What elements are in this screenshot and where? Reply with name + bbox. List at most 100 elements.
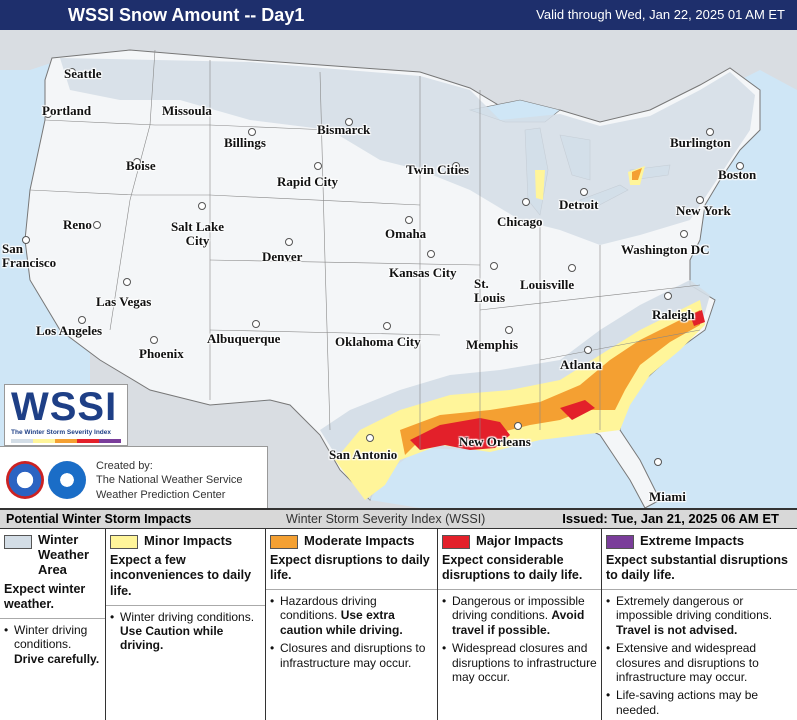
noaa-emblem-icon [48,461,86,499]
city-label-washington-dc: Washington DC [621,242,710,257]
extreme-bullets: Extremely dangerous or impossible drivin… [606,594,793,717]
legend-col-winter: Winter Weather Area Expect winter weathe… [0,529,106,720]
extreme-name: Extreme Impacts [640,533,745,548]
city-dot-salt-lake-city [198,202,206,210]
city-label-atlanta: Atlanta [560,357,602,372]
minor-expect: Expect a few inconveniences to daily lif… [110,552,252,599]
winter-expect: Expect winter weather. [4,581,86,612]
city-label-oklahoma-city: Oklahoma City [335,334,421,349]
city-label-kansas-city: Kansas City [389,265,457,280]
minor-bullets: Winter driving conditions. Use Caution w… [110,610,261,653]
credit-line-2: The National Weather Service [96,474,243,487]
city-dot-atlanta [584,346,592,354]
legend-col-minor: Minor Impacts Expect a few inconvenience… [106,529,266,720]
city-label-boise: Boise [126,158,156,173]
nws-emblem-icon [6,461,44,499]
valid-time: Valid through Wed, Jan 22, 2025 01 AM ET [536,7,785,22]
city-label-bismarck: Bismarck [317,122,371,137]
extreme-expect: Expect substantial disruptions to daily … [606,552,788,583]
city-label-omaha: Omaha [385,226,427,241]
major-expect: Expect considerable disruptions to daily… [442,552,583,583]
city-dot-oklahoma-city [383,322,391,330]
city-dot-twin-cities [452,162,460,170]
city-dot-memphis [505,326,513,334]
legend-col-moderate: Moderate Impacts Expect disruptions to d… [266,529,438,720]
winter-area-north [60,58,755,245]
city-label-twin-cities: Twin Cities [406,162,469,177]
city-dot-billings [248,128,256,136]
major-bullets: Dangerous or impossible driving conditio… [442,594,597,684]
map-area[interactable]: Seattle Portland Missoula Bismarck Billi… [0,30,797,508]
city-label-seattle: Seattle [64,66,102,81]
city-dot-denver [285,238,293,246]
city-label-las-vegas: Las Vegas [96,294,152,309]
city-dot-kansas-city [427,250,435,258]
city-dot-chicago [522,198,530,206]
city-dot-albuquerque [252,320,260,328]
city-label-san-antonio: San Antonio [329,447,398,462]
legend-col-major: Major Impacts Expect considerable disrup… [438,529,602,720]
moderate-impacts-area [400,310,700,455]
city-label-memphis: Memphis [466,337,518,352]
credit-line-3: Weather Prediction Center [96,488,226,501]
city-label-salt-lake-city: Salt Lake City [170,219,225,248]
city-dot-boston [736,162,744,170]
city-label-billings: Billings [224,135,266,150]
city-dot-st-louis [490,262,498,270]
major-impacts-nc [690,310,705,326]
city-dot-louisville [568,264,576,272]
city-label-albuquerque: Albuquerque [207,331,281,346]
city-dot-phoenix [150,336,158,344]
city-label-detroit: Detroit [559,197,599,212]
city-label-reno: Reno [63,217,92,232]
city-label-missoula: Missoula [162,103,212,118]
city-dot-new-york [696,196,704,204]
swatch-minor [110,534,138,549]
major-impacts-ga [560,400,595,420]
city-dot-seattle [68,68,76,76]
city-label-san-francisco: San Francisco [2,241,57,270]
winter-bullets: Winter driving conditions. Drive careful… [4,623,101,666]
city-dot-miami [654,458,662,466]
city-label-new-orleans: New Orleans [459,434,531,449]
city-label-phoenix: Phoenix [139,346,184,361]
swatch-major [442,534,470,549]
minor-name: Minor Impacts [144,533,233,548]
minor-impacts-area [335,300,705,500]
winter-name: Winter Weather Area [38,532,90,577]
city-label-rapid-city: Rapid City [277,174,339,189]
swatch-winter [4,535,32,549]
wssi-logo: WSSI The Winter Storm Severity Index [4,384,128,446]
legend-header: Potential Winter Storm Impacts Winter St… [0,510,797,529]
city-dot-omaha [405,216,413,224]
city-dot-washington-dc [680,230,688,238]
city-dot-boise [133,158,141,166]
legend-index-name: Winter Storm Severity Index (WSSI) [286,512,486,526]
swatch-moderate [270,534,298,549]
city-dot-los-angeles [78,316,86,324]
city-dot-rapid-city [314,162,322,170]
city-label-portland: Portland [42,103,92,118]
city-label-new-york: New York [676,203,731,218]
city-dot-portland [44,110,52,118]
city-dot-reno [93,221,101,229]
moderate-expect: Expect disruptions to daily life. [270,552,430,583]
wssi-logo-text: WSSI [11,385,118,429]
minor-lake-effect-mi [535,170,545,200]
city-label-raleigh: Raleigh [652,307,695,322]
city-dot-detroit [580,188,588,196]
city-label-miami: Miami [649,489,686,504]
city-label-chicago: Chicago [497,214,543,229]
moderate-bullets: Hazardous driving conditions. Use extra … [270,594,433,670]
city-label-los-angeles: Los Angeles [36,323,103,338]
city-dot-missoula [168,106,176,114]
wssi-logo-subtitle: The Winter Storm Severity Index [11,429,111,436]
credit-text: Created by: The National Weather Service… [96,459,243,502]
city-dot-las-vegas [123,278,131,286]
city-dot-new-orleans [514,422,522,430]
impact-legend: Potential Winter Storm Impacts Winter St… [0,508,797,720]
city-dot-bismarck [345,118,353,126]
credit-panel: Created by: The National Weather Service… [0,446,268,508]
credit-line-1: Created by: [96,460,153,472]
city-label-boston: Boston [718,167,757,182]
